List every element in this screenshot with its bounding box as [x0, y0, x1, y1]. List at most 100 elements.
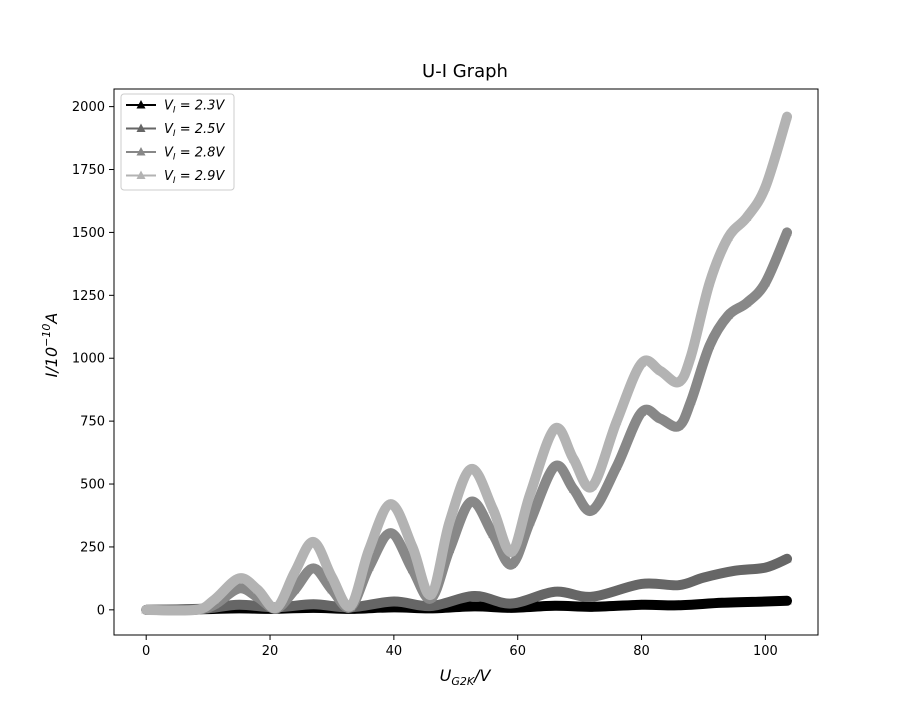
data-point — [234, 583, 244, 592]
data-point — [386, 499, 396, 508]
legend-entry: VI = 2.9V — [126, 169, 225, 186]
x-tick-label: 0 — [142, 644, 150, 659]
data-point — [612, 416, 622, 425]
data-point — [637, 578, 647, 588]
axis-ticks: 0 20 40 60 80 1000250500750100012501500175020… — [72, 100, 778, 659]
data-point — [426, 589, 436, 599]
data-point — [587, 505, 597, 514]
data-point — [389, 596, 399, 606]
data-point — [568, 484, 578, 493]
y-tick-label: 2000 — [72, 100, 105, 115]
data-point — [587, 591, 597, 601]
data-point — [587, 601, 597, 611]
x-axis-label: UG2K/V — [440, 666, 492, 688]
x-tick-label: 60 — [509, 644, 526, 659]
data-point — [550, 586, 560, 596]
legend-entry: VI = 2.5V — [126, 122, 225, 139]
data-point — [253, 584, 263, 594]
data-point — [760, 277, 770, 287]
y-axis-label: I/10−10A — [40, 313, 61, 378]
legend-label: VI = 2.9V — [164, 169, 225, 186]
legend-box — [120, 93, 235, 191]
data-point — [723, 310, 733, 319]
data-point — [655, 413, 665, 423]
data-point — [717, 597, 727, 607]
legend-entry: VI = 2.8V — [126, 146, 225, 163]
chart-title: U-I Graph — [422, 61, 508, 82]
data-point — [705, 277, 715, 287]
data-point — [466, 463, 476, 473]
data-point — [674, 377, 684, 386]
x-tick-label: 20 — [262, 644, 279, 659]
data-point — [507, 559, 517, 569]
legend-label: VI = 2.8V — [164, 146, 225, 163]
data-point — [655, 365, 665, 375]
legend-entry: VI = 2.3V — [126, 99, 225, 116]
data-point — [141, 604, 151, 614]
data-point — [637, 358, 647, 367]
data-point — [674, 580, 684, 589]
legend-items: VI = 2.3V VI = 2.5V VI = 2.8V VI = 2.9V — [126, 99, 225, 186]
data-point — [525, 489, 535, 498]
legend-marker — [136, 123, 146, 132]
data-point — [705, 340, 715, 350]
data-point — [466, 496, 476, 506]
data-point — [507, 598, 517, 608]
data-point — [445, 516, 455, 526]
y-tick-label: 750 — [80, 415, 105, 430]
data-point — [612, 461, 622, 470]
data-point — [674, 421, 684, 430]
y-tick-label: 1500 — [72, 226, 105, 241]
data-point — [327, 572, 337, 581]
data-point — [234, 573, 244, 582]
data-point — [386, 528, 396, 537]
data-point — [271, 602, 281, 612]
y-tick-label: 250 — [80, 540, 105, 555]
data-point — [191, 604, 201, 614]
x-tick-label: 40 — [386, 644, 403, 659]
legend-marker — [136, 147, 146, 156]
data-point — [308, 599, 318, 608]
data-point — [507, 546, 517, 556]
data-point — [568, 453, 578, 463]
data-point — [308, 536, 318, 546]
data-point — [308, 563, 318, 572]
legend-label: VI = 2.3V — [164, 99, 225, 116]
series-4 — [141, 111, 793, 616]
data-point — [760, 596, 770, 606]
y-tick-label: 1750 — [72, 163, 105, 178]
data-point — [346, 601, 356, 610]
data-point — [637, 599, 647, 609]
data-point — [742, 212, 752, 221]
data-point — [488, 504, 498, 513]
legend-marker — [136, 100, 146, 109]
data-point — [674, 600, 684, 609]
data-point — [550, 600, 560, 610]
data-point — [469, 591, 479, 600]
data-point — [782, 111, 792, 121]
series-layer — [141, 111, 793, 616]
data-point — [782, 227, 792, 236]
data-point — [550, 423, 560, 433]
data-point — [782, 553, 792, 563]
data-point — [742, 297, 752, 307]
data-point — [587, 481, 597, 491]
data-point — [686, 350, 696, 360]
y-tick-label: 0 — [97, 603, 105, 618]
legend-label: VI = 2.5V — [164, 122, 225, 139]
y-tick-label: 1250 — [72, 289, 105, 304]
data-point — [723, 232, 733, 241]
data-point — [760, 562, 770, 572]
data-point — [729, 565, 739, 575]
data-point — [290, 584, 300, 594]
data-point — [364, 544, 374, 553]
y-tick-label: 500 — [80, 478, 105, 493]
data-point — [637, 407, 647, 416]
data-point — [686, 396, 696, 405]
x-tick-label: 100 — [753, 644, 778, 659]
data-point — [698, 572, 708, 582]
data-point — [550, 461, 560, 470]
data-point — [760, 182, 770, 191]
data-point — [389, 602, 399, 611]
